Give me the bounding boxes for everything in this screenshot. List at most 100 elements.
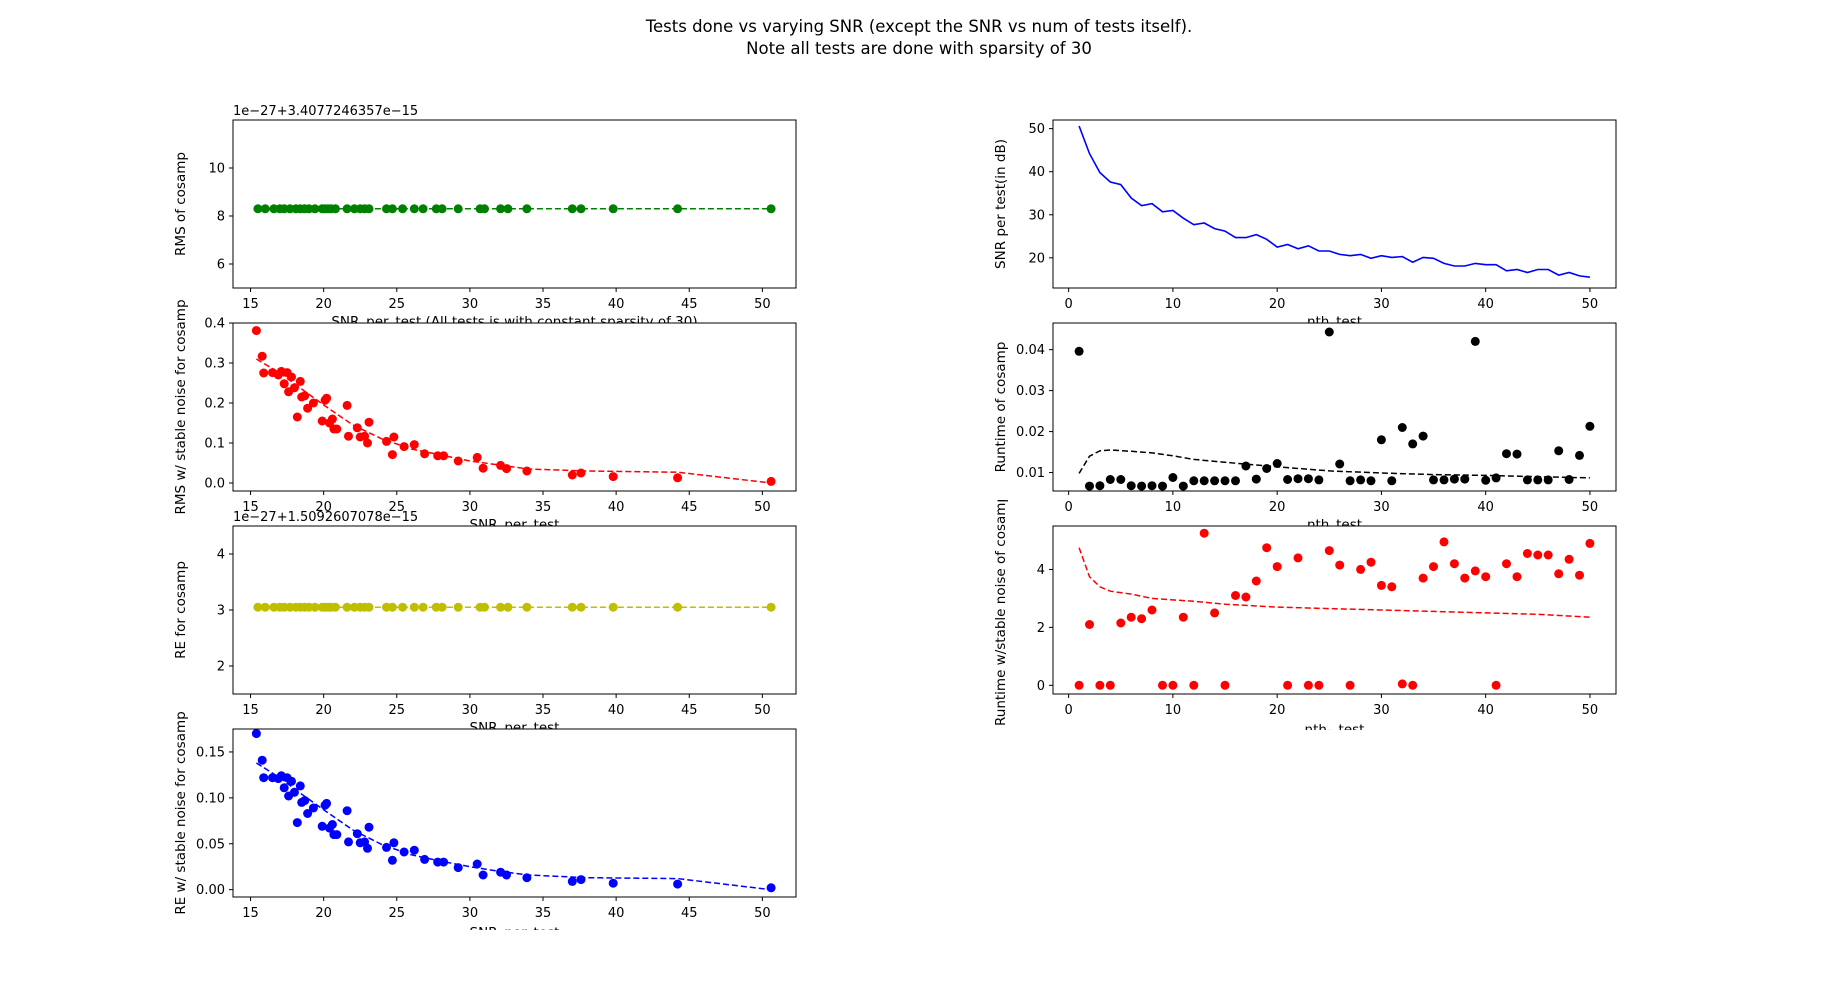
data-point <box>1543 550 1553 560</box>
data-point <box>1293 474 1303 484</box>
plot-area <box>233 120 796 288</box>
data-point <box>1074 346 1084 356</box>
data-point <box>567 470 577 480</box>
data-point <box>453 602 463 612</box>
data-point <box>1533 475 1543 485</box>
y-tick-label: 40 <box>1028 165 1045 180</box>
y-axis-label: RMS w/ stable noise for cosamp <box>173 300 189 515</box>
data-point <box>330 204 340 214</box>
data-point <box>317 821 327 831</box>
data-point <box>478 870 488 880</box>
data-point <box>1502 559 1511 569</box>
axes-frame <box>232 322 797 492</box>
data-point <box>289 383 299 393</box>
data-point <box>576 875 586 885</box>
data-point <box>251 729 261 739</box>
axis-offset-text: 1e−27+3.4077246357e−15 <box>233 104 418 119</box>
data-point <box>437 602 447 612</box>
y-axis-label: RE w/ stable noise for cosamp <box>173 711 189 914</box>
data-point <box>1356 475 1366 485</box>
data-point <box>364 602 374 612</box>
x-tick-label: 50 <box>1582 500 1599 515</box>
data-point <box>766 602 776 612</box>
y-tick-label: 8 <box>217 210 225 225</box>
y-tick-label: 0.04 <box>1016 343 1045 358</box>
data-point <box>1168 473 1178 482</box>
data-point <box>1241 592 1251 602</box>
data-point <box>259 773 269 783</box>
data-point <box>420 854 430 864</box>
data-point <box>257 351 267 361</box>
y-tick-label: 4 <box>1037 563 1045 578</box>
y-tick-label: 2 <box>217 660 225 675</box>
data-point <box>1189 476 1199 486</box>
y-tick-label: 0.02 <box>1016 425 1045 440</box>
data-point <box>496 602 506 612</box>
data-point <box>308 398 318 408</box>
plot-area <box>233 729 796 897</box>
y-tick-label: 0.4 <box>204 317 225 332</box>
data-point <box>344 431 353 441</box>
data-point <box>1356 564 1366 574</box>
x-tick-label: 20 <box>315 500 332 515</box>
y-axis-label: Runtime of cosamp <box>993 342 1009 473</box>
x-tick-label: 35 <box>535 500 552 515</box>
data-point <box>1137 614 1147 624</box>
data-point <box>608 204 618 214</box>
data-point <box>1481 475 1491 485</box>
data-point <box>1210 608 1220 618</box>
axes-frame <box>232 119 797 289</box>
data-point <box>1533 550 1543 560</box>
data-point <box>327 820 337 829</box>
data-point <box>399 442 409 452</box>
data-point <box>472 859 482 869</box>
data-point <box>576 468 586 478</box>
data-point <box>1324 546 1334 556</box>
x-tick-label: 10 <box>1165 297 1182 312</box>
data-point <box>1262 464 1272 473</box>
y-axis-label: RE for cosamp <box>173 561 189 659</box>
data-point <box>673 602 683 612</box>
data-point <box>300 391 310 401</box>
data-point <box>1199 528 1209 538</box>
data-point <box>1418 431 1428 441</box>
data-point <box>1460 573 1470 583</box>
x-tick-label: 40 <box>1477 500 1494 515</box>
x-tick-label: 0 <box>1064 500 1072 515</box>
data-point <box>322 798 332 808</box>
x-tick-label: 30 <box>462 906 479 921</box>
data-point <box>1491 473 1501 483</box>
data-point <box>608 878 618 888</box>
data-point <box>1376 580 1386 590</box>
data-point <box>673 473 683 483</box>
data-point <box>409 602 419 612</box>
y-tick-label: 6 <box>217 258 225 273</box>
data-point <box>480 602 489 612</box>
x-tick-label: 35 <box>535 906 552 921</box>
data-point <box>1554 569 1564 579</box>
x-tick-label: 30 <box>1373 297 1390 312</box>
data-point <box>1470 336 1480 346</box>
data-point <box>420 449 430 459</box>
x-tick-label: 40 <box>1477 703 1494 718</box>
figure-title-line1: Tests done vs varying SNR (except the SN… <box>645 17 1193 36</box>
data-point <box>1158 481 1167 491</box>
data-point <box>327 414 337 424</box>
data-point <box>387 855 397 865</box>
data-point <box>279 783 289 793</box>
data-point <box>1575 450 1584 460</box>
axes-frame <box>1052 119 1617 289</box>
data-point <box>387 204 397 214</box>
x-tick-label: 30 <box>462 703 479 718</box>
x-axis-label: SNR_per_test <box>470 720 560 730</box>
data-point <box>308 803 318 813</box>
x-tick-label: 45 <box>681 906 698 921</box>
y-tick-label: 0.0 <box>204 477 225 492</box>
data-point <box>439 857 449 867</box>
data-point <box>1585 421 1595 431</box>
y-tick-label: 0.00 <box>196 883 225 898</box>
data-point <box>478 463 488 473</box>
x-tick-label: 0 <box>1064 297 1072 312</box>
data-point <box>567 204 577 214</box>
